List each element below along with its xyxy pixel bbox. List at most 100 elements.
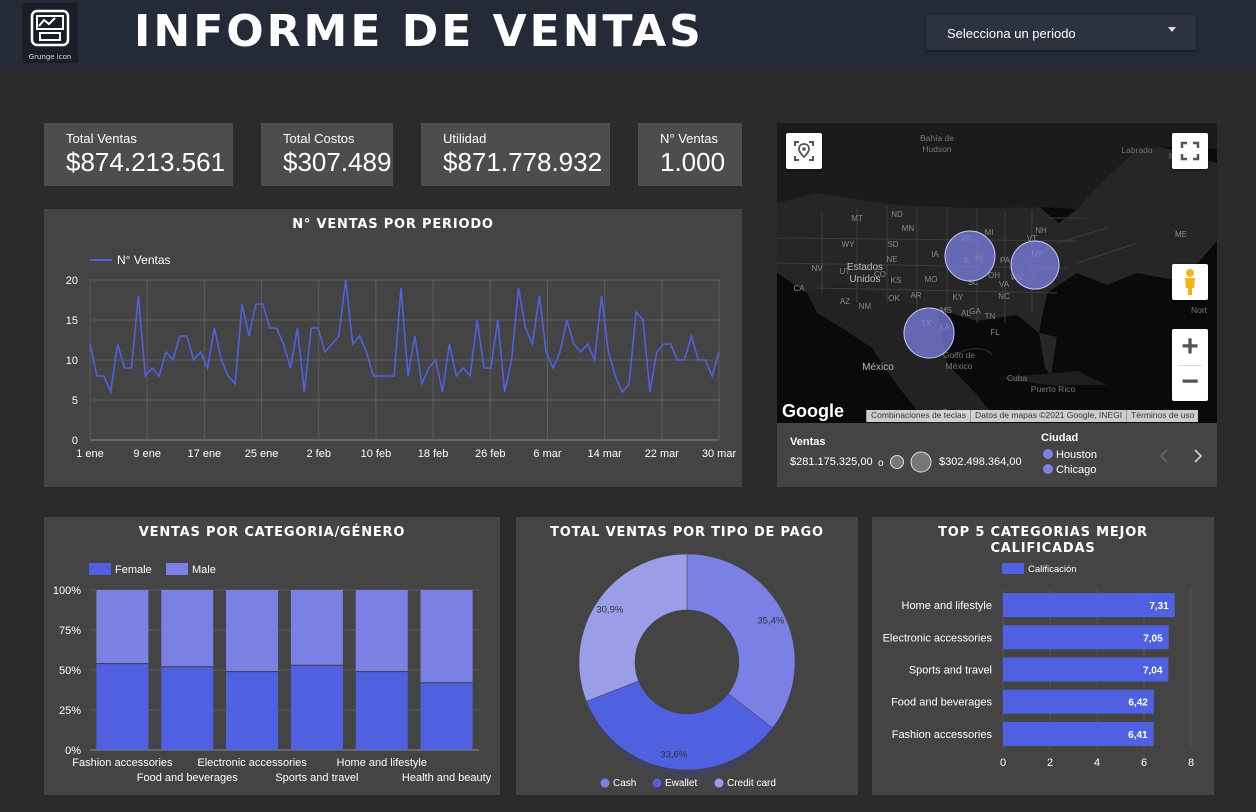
- chevron-left-icon: [1159, 449, 1168, 463]
- y-category-label: Fashion accessories: [892, 729, 993, 741]
- street-view-button[interactable]: [1172, 264, 1208, 300]
- kpi-label: Total Ventas: [66, 131, 137, 146]
- y-tick-label: 100%: [53, 585, 81, 597]
- slice-label: 30,9%: [596, 604, 623, 615]
- category-gender-title: VENTAS POR CATEGORIA/GÉNERO: [138, 525, 406, 540]
- bar-female: [96, 663, 149, 750]
- map-label: OK: [888, 294, 900, 303]
- legend-ventas-max: $302.498.364,00: [939, 456, 1022, 468]
- state-border: [1056, 227, 1108, 244]
- bar-male: [290, 590, 343, 666]
- legend-city-label: Chicago: [1056, 464, 1096, 476]
- bar-value-label: 6,41: [1128, 730, 1148, 741]
- map-legend: Ventas $281.175.325,00 o $302.498.364,00 Ciu…: [777, 423, 1217, 487]
- bar-male: [355, 590, 408, 672]
- map-label: KY: [953, 293, 964, 302]
- florida-land: [1039, 333, 1057, 375]
- top-rated-panel: TOP 5 CATEGORIAS MEJOR CALIFICADAS 0 2 4 6 8…: [872, 517, 1214, 795]
- bar-male: [96, 590, 149, 664]
- kpi-label: Total Costos: [283, 131, 355, 146]
- map-view[interactable]: Estados Unidos México Golfo de México Cuba Pue…: [777, 123, 1217, 423]
- rating-bar: [1003, 689, 1154, 714]
- x-tick-label: 6 mar: [533, 448, 561, 460]
- x-tick-label: 10 feb: [361, 448, 392, 460]
- slice-label: 35,4%: [757, 616, 784, 627]
- legend-label: N° Ventas: [117, 253, 171, 267]
- bar-value-label: 7,04: [1143, 666, 1163, 677]
- payment-type-title: TOTAL VENTAS POR TIPO DE PAGO: [550, 525, 824, 540]
- bar-female: [226, 671, 279, 750]
- zoom-in-button[interactable]: +: [1181, 330, 1199, 363]
- keyboard-shortcuts-link[interactable]: Combinaciones de teclas: [866, 410, 970, 422]
- y-tick-label: 0%: [65, 745, 81, 757]
- map-label: PA: [1000, 256, 1011, 265]
- y-category-label: Food and beverages: [891, 697, 992, 709]
- mexico-contour: [951, 348, 993, 359]
- rating-bar: [1003, 721, 1154, 746]
- y-category-label: Home and lifestyle: [902, 600, 993, 612]
- map-label: UT: [840, 267, 851, 276]
- category-gender-panel: VENTAS POR CATEGORIA/GÉNERO 0% 25% 50% 75% 1…: [44, 517, 500, 795]
- map-label: FL: [990, 328, 1000, 337]
- x-tick-label: 9 ene: [133, 448, 161, 460]
- kpi-value: $307.489: [283, 147, 392, 177]
- bar-female: [420, 682, 473, 750]
- top-rated-chart: 0 2 4 6 8 7,31 Home and lifestyle 7,05 Electroni…: [883, 563, 1194, 769]
- map-label: NE: [886, 255, 897, 264]
- x-category-label: Sports and travel: [275, 772, 358, 784]
- legend-label: Calificación: [1028, 564, 1077, 575]
- logo: Grunge icon: [22, 3, 78, 63]
- x-category-label: Health and beauty: [402, 772, 492, 784]
- period-dropdown[interactable]: Selecciona un periodo: [926, 15, 1196, 50]
- map-label: MS: [940, 306, 952, 315]
- legend-swatch: [714, 778, 724, 788]
- legend-label: Ewallet: [665, 778, 697, 789]
- map-data-credit: Datos de mapas ©2021 Google, INEGI: [969, 410, 1127, 422]
- kpi-value: $871.778.932: [443, 147, 603, 177]
- map-legend-graphic: Ventas $281.175.325,00 o $302.498.364,00 Ciu…: [790, 432, 1203, 476]
- mexico-land: [807, 283, 992, 423]
- x-tick-label: 0: [1000, 757, 1006, 769]
- bar-male: [161, 590, 214, 667]
- map-label: AR: [910, 291, 921, 300]
- x-tick-label: 26 feb: [475, 448, 506, 460]
- map-label: AL: [961, 309, 971, 318]
- page-title: INFORME DE VENTAS: [134, 6, 704, 57]
- x-tick-label: 22 mar: [645, 448, 680, 460]
- caret-down-icon: [1168, 27, 1176, 32]
- line-chart-title: N° VENTAS POR PERIODO: [292, 217, 494, 232]
- location-button[interactable]: [786, 133, 822, 169]
- map-label: SD: [887, 240, 898, 249]
- bar-value-label: 6,42: [1128, 698, 1148, 709]
- kpi-value: $874.213.561: [66, 147, 226, 177]
- map-label: MO: [925, 275, 938, 284]
- legend-swatch: [600, 778, 610, 788]
- map-label: TN: [985, 312, 996, 321]
- top-rated-title-line2: CALIFICADAS: [990, 541, 1096, 556]
- map-label: NM: [859, 302, 872, 311]
- map-label: IA: [931, 250, 939, 259]
- kpi-num-ventas: N° Ventas 1.000: [638, 123, 742, 186]
- top-rated-title-line1: TOP 5 CATEGORIAS MEJOR: [938, 525, 1148, 540]
- donut-hole: [635, 610, 739, 714]
- fullscreen-button[interactable]: [1172, 133, 1208, 169]
- legend-label: Female: [115, 564, 152, 576]
- state-border: [816, 287, 1058, 294]
- map-label: VA: [999, 280, 1010, 289]
- x-category-label: Home and lifestyle: [337, 757, 428, 769]
- zoom-out-button[interactable]: −: [1181, 365, 1199, 398]
- cuba-land: [997, 371, 1107, 385]
- kpi-label: N° Ventas: [660, 131, 718, 146]
- y-tick-label: 15: [66, 315, 78, 327]
- x-tick-label: 2 feb: [306, 448, 330, 460]
- state-border: [1076, 242, 1138, 264]
- kpi-label: Utilidad: [443, 131, 487, 146]
- rating-bar: [1003, 593, 1175, 618]
- legend-swatch-male: [166, 563, 188, 575]
- map-label: Cuba: [1007, 373, 1028, 383]
- legend-bubble-large: [910, 451, 932, 473]
- legend-bubble-small: [890, 455, 904, 469]
- terms-link[interactable]: Términos de uso: [1126, 410, 1199, 422]
- x-tick-label: 14 mar: [588, 448, 623, 460]
